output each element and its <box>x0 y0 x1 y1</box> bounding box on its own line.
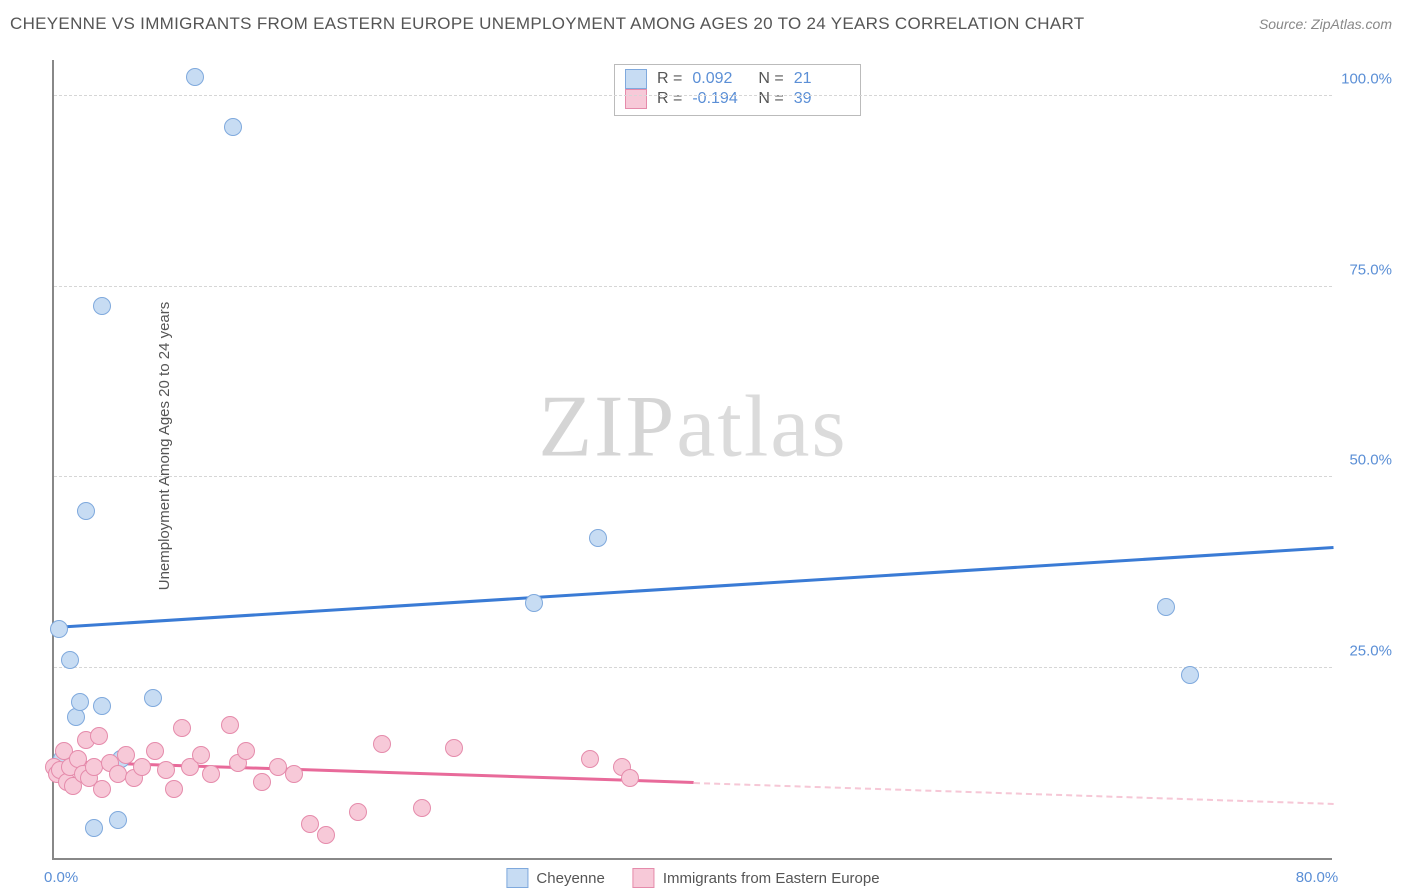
stat-val-N-pink: 39 <box>794 90 850 108</box>
legend-stats-row: R = 0.092 N = 21 <box>625 69 850 89</box>
legend-label: Cheyenne <box>536 870 604 887</box>
chart-title: CHEYENNE VS IMMIGRANTS FROM EASTERN EURO… <box>10 14 1084 34</box>
stat-label-R: R = <box>657 90 682 108</box>
data-point <box>221 716 239 734</box>
data-point <box>67 708 85 726</box>
stat-label-N: N = <box>758 70 783 88</box>
legend-swatch-pink <box>633 868 655 888</box>
legend-stats-box: R = 0.092 N = 21 R = -0.194 N = 39 <box>614 64 861 116</box>
data-point <box>109 811 127 829</box>
legend-stats-row: R = -0.194 N = 39 <box>625 89 850 109</box>
ytick-label: 50.0% <box>1349 452 1392 469</box>
trend-line <box>54 546 1334 629</box>
legend-item-immigrants: Immigrants from Eastern Europe <box>633 868 880 888</box>
data-point <box>50 620 68 638</box>
legend-label: Immigrants from Eastern Europe <box>663 870 880 887</box>
data-point <box>93 780 111 798</box>
data-point <box>301 815 319 833</box>
data-point <box>581 750 599 768</box>
data-point <box>61 651 79 669</box>
scatter-plot-area: ZIPatlas R = 0.092 N = 21 R = -0.194 N =… <box>52 60 1332 860</box>
data-point <box>133 758 151 776</box>
data-point <box>77 502 95 520</box>
stat-label-N: N = <box>758 90 783 108</box>
legend-item-cheyenne: Cheyenne <box>506 868 604 888</box>
data-point <box>202 765 220 783</box>
data-point <box>285 765 303 783</box>
data-point <box>192 746 210 764</box>
data-point <box>1157 598 1175 616</box>
data-point <box>85 819 103 837</box>
data-point <box>349 803 367 821</box>
data-point <box>144 689 162 707</box>
legend-bottom: Cheyenne Immigrants from Eastern Europe <box>506 868 879 888</box>
data-point <box>317 826 335 844</box>
legend-swatch-blue <box>625 69 647 89</box>
xtick-label: 80.0% <box>1296 869 1339 886</box>
data-point <box>146 742 164 760</box>
data-point <box>589 529 607 547</box>
data-point <box>445 739 463 757</box>
data-point <box>165 780 183 798</box>
stat-label-R: R = <box>657 70 682 88</box>
source-attribution: Source: ZipAtlas.com <box>1259 16 1392 32</box>
data-point <box>93 297 111 315</box>
ytick-label: 75.0% <box>1349 261 1392 278</box>
data-point <box>173 719 191 737</box>
stat-val-R-pink: -0.194 <box>692 90 748 108</box>
gridline-h <box>54 286 1332 287</box>
gridline-h <box>54 667 1332 668</box>
legend-swatch-pink <box>625 89 647 109</box>
legend-swatch-blue <box>506 868 528 888</box>
data-point <box>90 727 108 745</box>
data-point <box>253 773 271 791</box>
ytick-label: 100.0% <box>1341 71 1392 88</box>
data-point <box>373 735 391 753</box>
stat-val-R-blue: 0.092 <box>692 70 748 88</box>
data-point <box>186 68 204 86</box>
data-point <box>109 765 127 783</box>
data-point <box>157 761 175 779</box>
data-point <box>413 799 431 817</box>
gridline-h <box>54 476 1332 477</box>
data-point <box>224 118 242 136</box>
ytick-label: 25.0% <box>1349 642 1392 659</box>
watermark: ZIPatlas <box>538 377 847 478</box>
data-point <box>621 769 639 787</box>
data-point <box>525 594 543 612</box>
stat-val-N-blue: 21 <box>794 70 850 88</box>
data-point <box>1181 666 1199 684</box>
gridline-h <box>54 95 1332 96</box>
data-point <box>93 697 111 715</box>
xtick-label: 0.0% <box>44 869 78 886</box>
trend-line <box>694 782 1334 805</box>
data-point <box>71 693 89 711</box>
data-point <box>117 746 135 764</box>
data-point <box>237 742 255 760</box>
